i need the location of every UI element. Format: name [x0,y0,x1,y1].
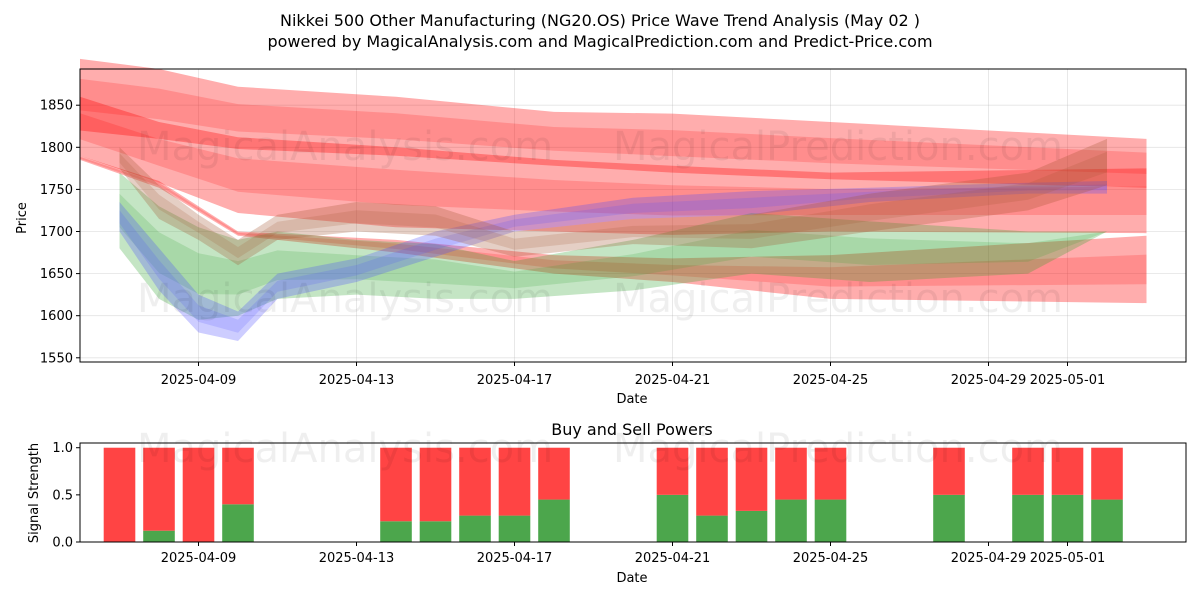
price-xtick-label-2: 2025-04-17 [477,373,553,388]
signal-x-axis: 2025-04-09 2025-04-13 2025-04-17 2025-04-21… [161,542,1106,566]
buy-bar-12 [775,499,807,542]
signal-title: Buy and Sell Powers [551,420,713,439]
sell-bar-17 [1091,447,1123,500]
price-ytick-label-2: 1650 [40,267,73,282]
sell-bar-11 [735,447,768,511]
sell-bar-16 [1051,447,1084,495]
watermark-prediction-bottom: MagicalPrediction.com [613,426,1063,472]
price-x-label: Date [616,392,647,407]
price-ytick-label-4: 1750 [40,183,73,198]
wave-band-red-wave-low [80,155,1147,304]
sell-bar-5 [419,447,452,522]
signal-plot-frame [79,442,1187,543]
price-y-label: Price [15,202,30,234]
buy-bar-13 [814,499,847,542]
price-grid [80,69,1186,362]
wave-core-green-wave [119,193,1107,295]
signal-ytick-label-1: 0.5 [52,488,73,503]
price-ytick-label-5: 1800 [40,141,73,156]
wave-band-green-wave [119,172,1107,320]
sell-bar-0 [103,447,136,542]
sell-bar-6 [459,447,491,516]
signal-ytick-label-0: 0.0 [52,536,73,551]
signal-xtick-label-0: 2025-04-09 [161,551,237,566]
price-plot-frame [79,68,1187,363]
signal-panel: Buy and Sell Powers MagicalAnalysis.com … [27,420,1187,586]
sell-bar-1 [143,447,175,531]
sell-bar-7 [498,447,531,516]
wave-band-red-wave-high [80,58,1147,188]
sell-bar-13 [814,447,847,500]
wave-band-brown-wave [119,138,1107,266]
price-y-axis: 1550 1600 1650 1700 1750 1800 1850 [40,99,80,366]
buy-bar-1 [143,530,175,542]
price-panel: MagicalAnalysis.com MagicalPrediction.co… [15,58,1187,407]
signal-y-label: Signal Strength [27,443,42,543]
wave-core-red-wave-high [80,78,1147,174]
sell-bar-2 [182,447,215,542]
watermark-analysis-mid: MagicalAnalysis.com [137,276,553,322]
price-ytick-label-1: 1600 [40,309,73,324]
price-xtick-label-5: 2025-04-29 [951,373,1027,388]
sell-bar-10 [696,447,728,516]
buy-bar-9 [656,494,689,542]
sell-bar-8 [538,447,570,500]
buy-bar-11 [735,510,768,542]
buy-bar-10 [696,515,728,542]
buy-bar-6 [459,515,491,542]
signal-xtick-label-2: 2025-04-17 [477,551,553,566]
wave-core-red-wave-low [80,156,1147,287]
chart-title-line1: Nikkei 500 Other Manufacturing (NG20.OS)… [280,11,920,30]
signal-xtick-label-4: 2025-04-25 [793,551,869,566]
signal-x-label: Date [616,571,647,586]
wave-band-blue-wave [119,181,1107,341]
buy-bar-4 [380,521,412,542]
signal-bars [103,447,1123,542]
wave-core-brown-wave [119,151,1107,259]
sell-bar-4 [380,447,412,522]
price-xtick-label-0: 2025-04-09 [161,373,237,388]
buy-bar-3 [222,504,254,542]
signal-y-axis: 0.0 0.5 1.0 [52,441,80,551]
chart-title-line2: powered by MagicalAnalysis.com and Magic… [267,32,932,51]
wave-core-red-wave-mid [80,113,1147,216]
buy-bar-8 [538,499,570,542]
price-xtick-label-3: 2025-04-21 [635,373,711,388]
watermark-analysis-top: MagicalAnalysis.com [137,124,553,170]
buy-bar-16 [1051,494,1084,542]
buy-bar-15 [1012,494,1044,542]
signal-ytick-label-2: 1.0 [52,441,73,456]
price-wave-bands [80,58,1147,341]
sell-bar-3 [222,447,254,505]
wave-core-blue-wave [119,184,1107,333]
price-xtick-label-6: 2025-05-01 [1030,373,1106,388]
signal-xtick-label-3: 2025-04-21 [635,551,711,566]
wave-band-red-wave-mid [80,96,1147,235]
buy-bar-17 [1091,499,1123,542]
buy-bar-7 [498,515,531,542]
buy-bar-5 [419,521,452,542]
signal-xtick-label-1: 2025-04-13 [319,551,395,566]
price-x-axis: 2025-04-09 2025-04-13 2025-04-17 2025-04-21… [161,362,1106,388]
sell-bar-12 [775,447,807,500]
sell-bar-14 [933,447,965,495]
watermark-analysis-bottom: MagicalAnalysis.com [137,426,553,472]
price-ytick-label-0: 1550 [40,351,73,366]
signal-xtick-label-5: 2025-04-29 [951,551,1027,566]
watermark-prediction-mid: MagicalPrediction.com [613,276,1063,322]
sell-bar-9 [656,447,689,495]
price-ytick-label-6: 1850 [40,99,73,114]
signal-xtick-label-6: 2025-05-01 [1030,551,1106,566]
price-ytick-label-3: 1700 [40,225,73,240]
watermark-prediction-top: MagicalPrediction.com [613,124,1063,170]
price-xtick-label-1: 2025-04-13 [319,373,395,388]
price-xtick-label-4: 2025-04-25 [793,373,869,388]
buy-bar-14 [933,494,965,542]
sell-bar-15 [1012,447,1044,495]
